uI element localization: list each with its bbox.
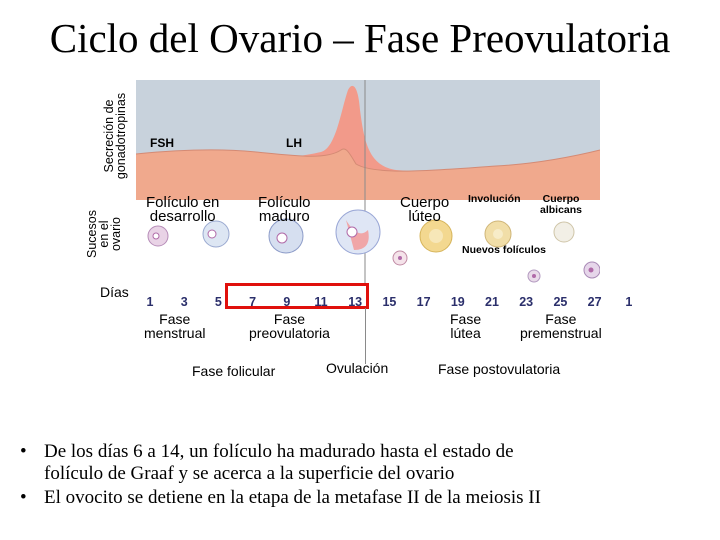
luteal-phase-label: Fase lútea (450, 312, 481, 340)
mature-follicle-label: Folículo maduro (258, 194, 311, 225)
day-tick-label: 23 (519, 295, 534, 309)
corpus-luteum-line2: lúteo (408, 208, 441, 225)
secretion-axis-label: Secreción de gonadotropinas (102, 81, 129, 191)
mature-follicle-line1: Folículo (258, 194, 311, 211)
fsh-band (136, 148, 600, 200)
premenstrual-phase-line1: Fase (545, 311, 577, 327)
new-follicles-label: Nuevos folículos (462, 244, 547, 256)
corpus-luteum-label: Cuerpo lúteo (400, 194, 450, 225)
bullet-list: • De los días 6 a 14, un folículo ha mad… (20, 441, 700, 509)
day-tick-label: 11 (314, 295, 328, 309)
developing-follicle-line2: desarrollo (149, 208, 216, 225)
menstrual-phase-line1: Fase (159, 311, 191, 327)
new-follicle-1 (583, 261, 600, 279)
menstrual-phase-line2: menstrual (144, 325, 206, 341)
follicle-mature (268, 218, 304, 254)
day-tick-label: 5 (214, 295, 222, 309)
menstrual-phase-label: Fase menstrual (144, 312, 205, 340)
corpus-luteum (419, 219, 453, 253)
bullet-marker: • (20, 487, 27, 508)
day-tick-label: 1 (625, 295, 633, 309)
events-axis-label: Sucesos en el ovario (85, 204, 123, 264)
day-tick-label: 19 (450, 295, 465, 309)
corpus-albicans (553, 221, 575, 243)
fsh-curve (136, 148, 600, 172)
fsh-label: FSH (150, 136, 174, 150)
follicular-period-label: Fase folicular (192, 363, 276, 379)
follicle-growing (202, 220, 230, 248)
corpus-albicans-line1: Cuerpo (542, 193, 580, 205)
bullet-marker: • (20, 441, 27, 462)
ovary-events-illustration (136, 200, 600, 285)
day-tick-label: 9 (283, 295, 291, 309)
corpus-albicans-label: Cuerpo albicans (540, 194, 582, 216)
day-tick-label: 3 (180, 295, 188, 309)
luteal-phase-line1: Fase (450, 311, 482, 327)
preovulatory-phase-line2: preovulatoria (249, 325, 330, 341)
corpus-luteum-involution (484, 220, 512, 248)
bullet-1-line-1: De los días 6 a 14, un folículo ha madur… (44, 441, 514, 462)
events-label-line3: ovario (109, 216, 123, 252)
mature-follicle-line2: maduro (258, 208, 310, 225)
bullet-item-2: • El ovocito se detiene en la etapa de l… (20, 487, 700, 509)
postovulatory-period-label: Fase postovulatoria (438, 361, 561, 377)
bullet-1-line-2: folículo de Graaf y se acerca a la super… (44, 463, 455, 484)
developing-follicle-line1: Folículo en (146, 194, 220, 211)
hormone-secretion-chart (136, 80, 600, 200)
day-tick-label: 17 (416, 295, 431, 309)
day-tick-label: 13 (348, 295, 363, 309)
corpus-albicans-line2: albicans (540, 204, 583, 216)
bullet-2-line-1: El ovocito se detiene en la etapa de la … (44, 487, 541, 508)
luteal-phase-line2: lútea (450, 325, 481, 341)
secretion-label-line2: gonadotropinas (114, 92, 128, 180)
ovulation-marker-line (365, 308, 366, 364)
days-label: Días (100, 284, 129, 300)
ovulation-label: Ovulación (326, 360, 389, 376)
premenstrual-phase-label: Fase premenstrual (520, 312, 602, 340)
day-tick-label: 1 (146, 295, 154, 309)
preovulatory-phase-line1: Fase (273, 311, 306, 327)
day-tick-label: 25 (553, 295, 568, 309)
follicle-rupturing (335, 209, 381, 255)
developing-follicle-label: Folículo en desarrollo (146, 194, 220, 225)
involution-label: Involución (468, 193, 521, 205)
day-tick-label: 27 (587, 295, 602, 309)
new-follicle-2 (527, 269, 541, 283)
page-title: Ciclo del Ovario – Fase Preovulatoria (49, 15, 671, 61)
bullet-item-1: • De los días 6 a 14, un folículo ha mad… (20, 441, 700, 485)
preovulatory-phase-label: Fase preovulatoria (249, 312, 330, 340)
lh-label: LH (286, 136, 302, 150)
day-tick-label: 7 (249, 295, 257, 309)
preovulatory-highlight-box (225, 283, 369, 309)
ovulated-oocyte (392, 250, 408, 266)
corpus-luteum-line1: Cuerpo (400, 194, 450, 211)
premenstrual-phase-line2: premenstrual (520, 325, 602, 341)
day-tick-label: 21 (485, 295, 499, 309)
follicle-small (147, 225, 169, 247)
day-tick-label: 15 (382, 295, 397, 309)
